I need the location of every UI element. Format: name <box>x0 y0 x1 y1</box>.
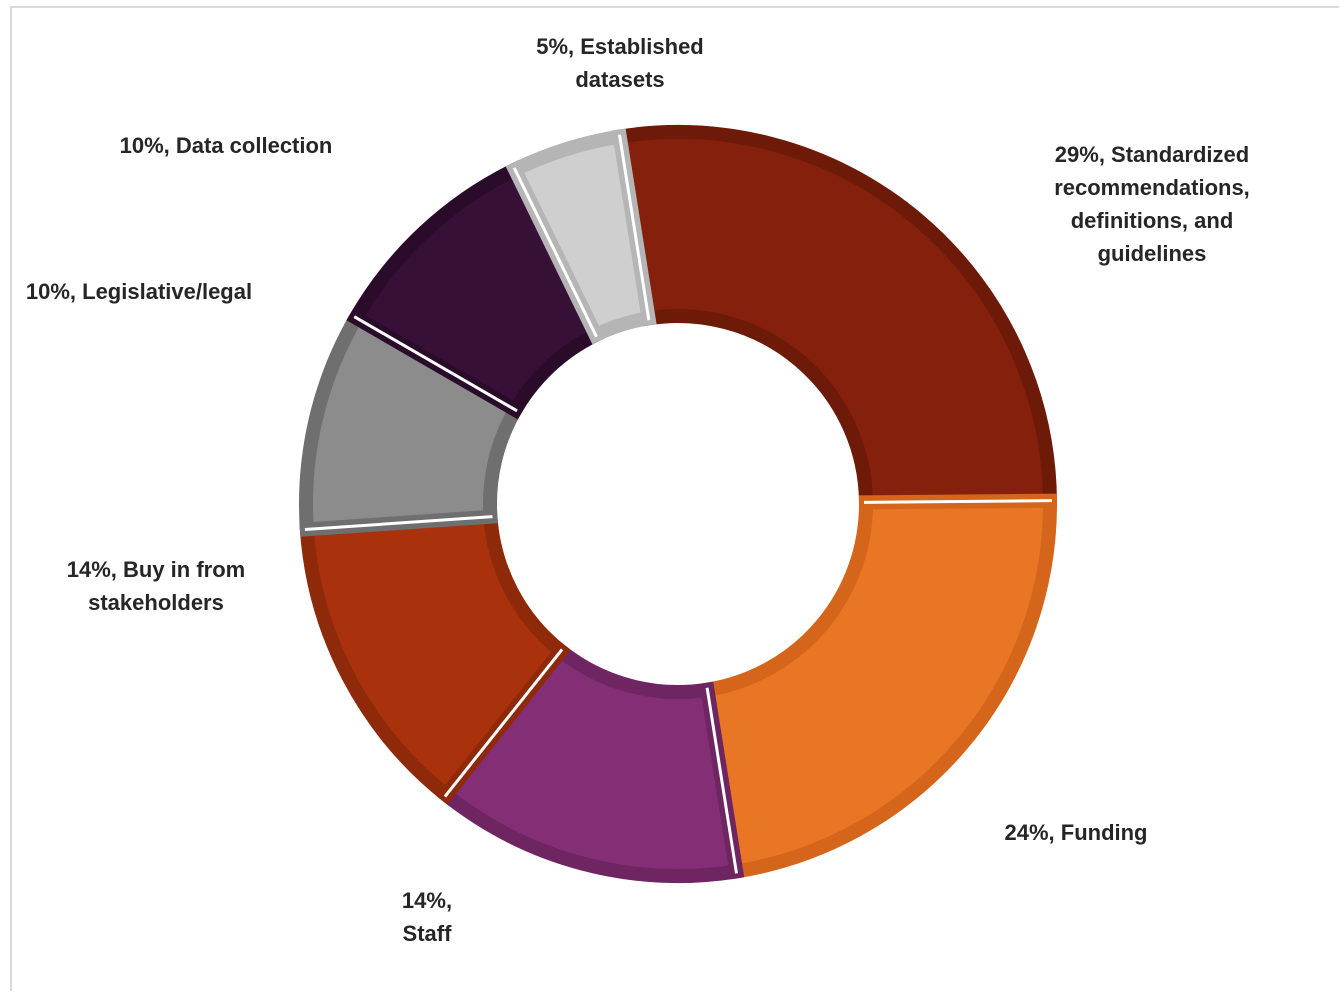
data-label-line: 29%, Standardized <box>1055 142 1249 167</box>
slice-separator <box>618 134 651 321</box>
slice-separator <box>863 499 1052 504</box>
data-label-line: recommendations, <box>1054 175 1250 200</box>
data-label-line: 14%, Buy in from <box>67 557 245 582</box>
data-labels: 29%, Standardized recommendations, definit… <box>26 34 1250 946</box>
data-label-staff: 14%, Staff <box>402 888 452 946</box>
slice-separator <box>443 648 564 798</box>
slice-separator <box>512 167 598 338</box>
data-label-line: 10%, Data collection <box>120 133 333 158</box>
data-label-funding: 24%, Funding <box>1005 820 1148 845</box>
data-label-line: datasets <box>575 67 664 92</box>
slice-separator <box>304 515 493 531</box>
data-label-buy-in-from-stakeholders: 14%, Buy in from stakeholders <box>67 557 245 615</box>
data-label-legislative-legal: 10%, Legislative/legal <box>26 279 252 304</box>
data-label-data-collection: 10%, Data collection <box>120 133 333 158</box>
slice-separator <box>705 687 738 874</box>
chart-frame <box>10 6 1339 991</box>
data-label-line: guidelines <box>1098 241 1207 266</box>
data-label-line: 5%, Established <box>536 34 704 59</box>
data-label-standardized-recommendations-definitions-and-guidelines: 29%, Standardized recommendations, definit… <box>1054 142 1250 266</box>
donut-slices <box>299 125 1058 883</box>
data-label-line: definitions, and <box>1071 208 1234 233</box>
donut-slice-buy-in-from-stakeholders <box>299 509 571 805</box>
data-label-line: stakeholders <box>88 590 224 615</box>
data-label-line: 24%, Funding <box>1005 820 1148 845</box>
donut-slice-standardized-recommendations-definitions-and-guidelines <box>611 125 1058 510</box>
data-label-line: 10%, Legislative/legal <box>26 279 252 304</box>
data-label-line: 14%, <box>402 888 452 913</box>
slice-separator <box>353 315 518 413</box>
data-label-line: Staff <box>403 921 453 946</box>
donut-slice-funding <box>699 493 1057 880</box>
data-label-established-datasets: 5%, Established datasets <box>536 34 704 92</box>
